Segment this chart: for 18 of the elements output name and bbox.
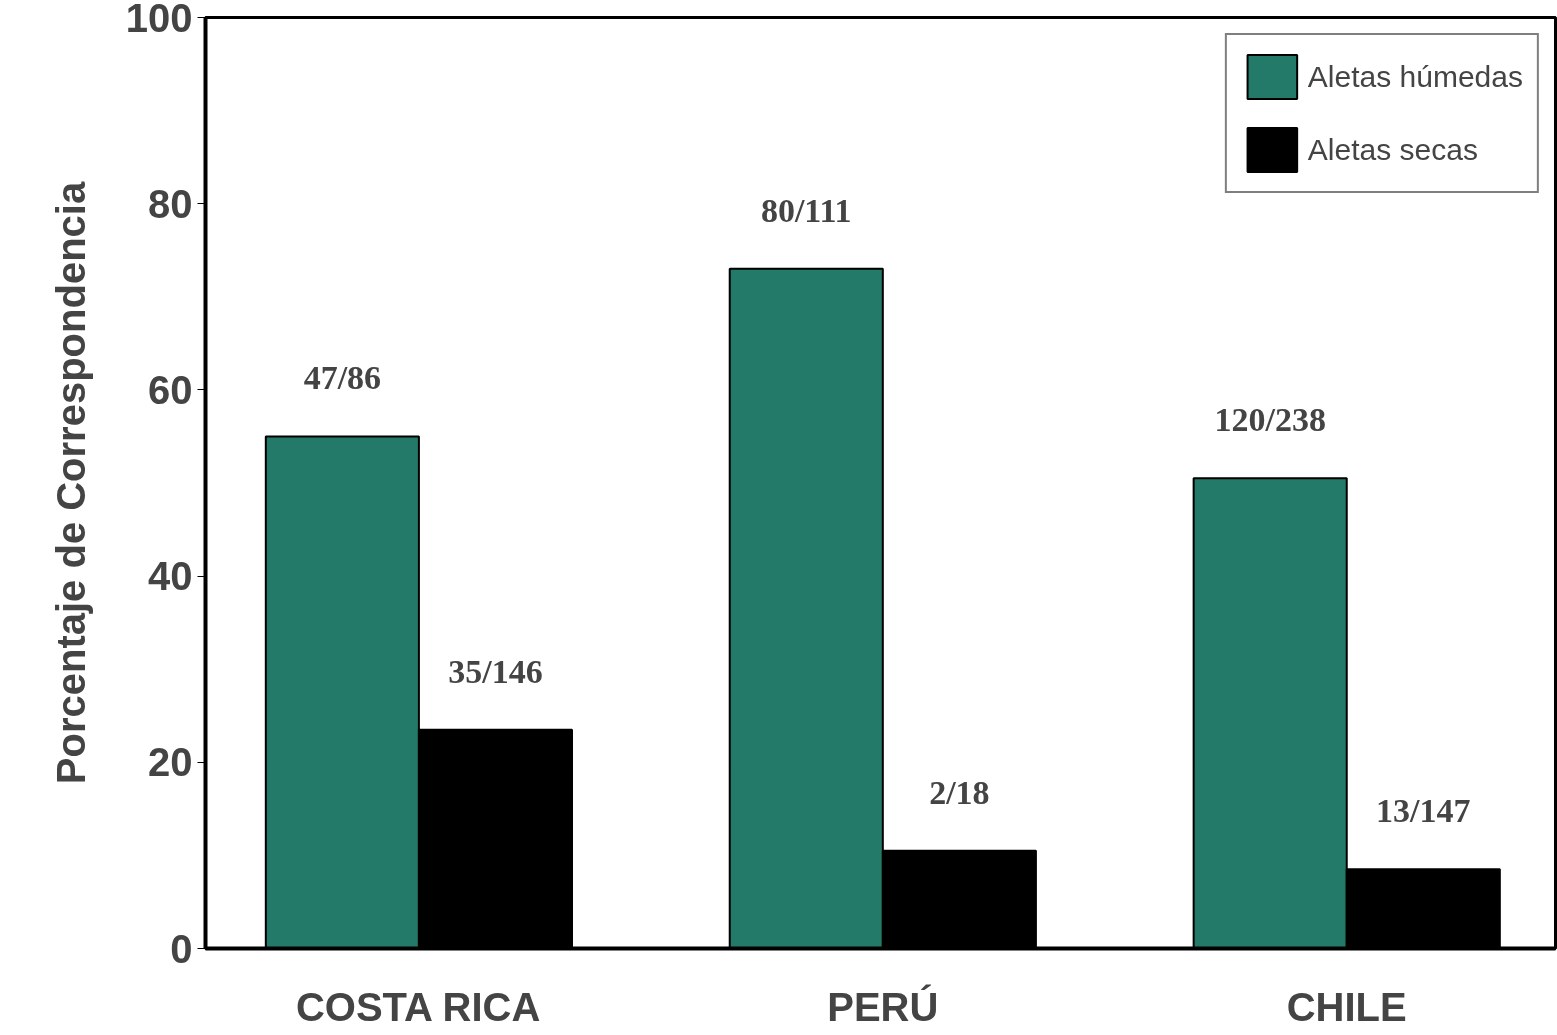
y-tick-label: 40 [148, 554, 193, 599]
y-tick-label: 100 [125, 0, 193, 40]
y-tick-label: 80 [148, 181, 193, 226]
y-tick-label: 60 [148, 367, 193, 412]
x-tick-label: COSTA RICA [295, 984, 541, 1029]
data-label: 13/147 [1376, 792, 1471, 830]
data-label: 35/146 [448, 652, 543, 690]
y-tick-label: 20 [148, 740, 193, 785]
data-label: 2/18 [929, 773, 990, 811]
x-tick-label: PERÚ [827, 983, 939, 1029]
data-label: 80/111 [760, 191, 852, 229]
data-label: 47/86 [303, 359, 382, 397]
y-tick-label: 0 [170, 926, 193, 971]
data-label: 120/238 [1214, 401, 1326, 439]
legend-label: Aletas húmedas [1307, 59, 1523, 94]
y-axis-title: Porcentaje de Correspondencia [48, 181, 93, 785]
x-tick-label: CHILE [1286, 984, 1407, 1029]
legend-label: Aletas secas [1307, 132, 1478, 167]
